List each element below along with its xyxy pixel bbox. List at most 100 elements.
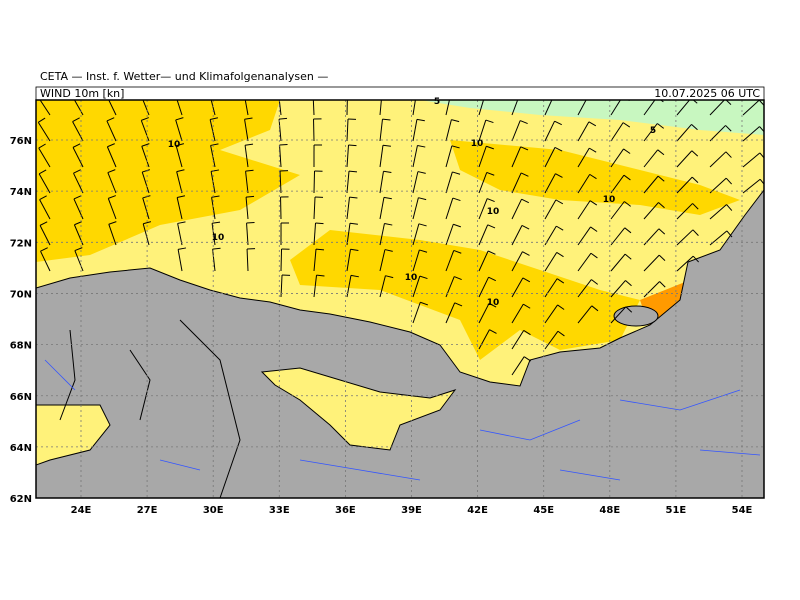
barb-staff <box>511 303 524 324</box>
barb-staff <box>412 119 418 142</box>
lat-label: 66N <box>10 392 32 403</box>
barb-staff <box>544 330 559 350</box>
barb-staff <box>577 252 592 272</box>
barb-flag <box>487 198 495 203</box>
contour-label: 10 <box>603 195 616 205</box>
barb-staff <box>280 248 283 272</box>
wind-barbs <box>37 100 764 376</box>
barb-flag <box>350 248 359 252</box>
barb-staff <box>511 198 523 220</box>
barb-flag <box>348 170 358 173</box>
barb-flag <box>624 253 632 260</box>
barb-staff <box>511 225 523 246</box>
barb-staff <box>246 223 249 246</box>
barb-flag <box>554 120 562 126</box>
barb-flag <box>520 120 528 125</box>
barb-flag <box>452 171 461 175</box>
lat-label: 70N <box>10 289 32 300</box>
barb-staff <box>210 100 216 116</box>
barb-flag <box>590 252 598 259</box>
barb-flag <box>38 117 46 123</box>
barb-staff <box>742 178 761 194</box>
barb-flag <box>72 117 80 123</box>
barb-flag <box>557 330 565 337</box>
barb-flag <box>451 145 460 149</box>
barb-flag <box>178 247 187 250</box>
barb-staff <box>511 100 519 116</box>
barb-staff <box>577 100 587 116</box>
barb-flag <box>691 124 698 131</box>
barb-staff <box>379 223 385 246</box>
barb-staff <box>544 252 558 272</box>
barb-flag <box>657 149 665 156</box>
barb-flag <box>246 195 255 198</box>
barb-staff <box>177 249 183 272</box>
barb-flag <box>522 251 530 256</box>
barb-staff <box>142 223 150 246</box>
barb-staff <box>643 254 660 272</box>
barb-flag <box>420 301 429 306</box>
barb-staff <box>140 120 150 142</box>
barb-flag <box>419 249 428 253</box>
barb-flag <box>523 303 531 309</box>
barb-staff <box>141 171 150 194</box>
lon-label: 39E <box>401 505 422 516</box>
barb-staff <box>106 120 117 142</box>
barb-staff <box>676 229 694 246</box>
barb-staff <box>577 174 591 194</box>
lon-label: 24E <box>71 505 92 516</box>
barb-staff <box>676 176 693 194</box>
barb-flag <box>556 225 564 231</box>
barb-staff <box>141 146 150 168</box>
barb-staff <box>445 100 450 116</box>
barb-flag <box>417 144 426 148</box>
barb-flag <box>108 221 117 225</box>
barb-staff <box>244 119 249 142</box>
barb-flag <box>556 251 564 258</box>
barb-flag <box>211 169 220 172</box>
barb-flag <box>691 150 699 157</box>
barb-flag <box>176 143 185 147</box>
barb-flag <box>454 276 462 281</box>
barb-staff <box>577 305 593 324</box>
field-title: WIND 10m [kn] <box>40 87 124 100</box>
barb-flag <box>591 279 599 285</box>
barb-staff <box>106 146 117 168</box>
barb-flag <box>624 201 632 207</box>
barb-flag <box>590 226 598 232</box>
barb-flag <box>107 169 116 174</box>
barb-flag <box>658 228 666 235</box>
barb-flag <box>625 306 633 313</box>
barb-flag <box>383 170 392 174</box>
barb-flag <box>72 143 81 148</box>
barb-flag <box>487 250 496 255</box>
barb-staff <box>379 197 385 220</box>
barb-staff <box>211 197 216 220</box>
barb-staff <box>676 255 694 272</box>
barb-flag <box>349 222 358 225</box>
barb-flag <box>382 144 391 147</box>
lat-label: 72N <box>10 238 32 249</box>
wind-field-high <box>290 230 640 360</box>
barb-staff <box>40 250 51 272</box>
barb-flag <box>691 176 699 183</box>
barb-flag <box>452 197 461 202</box>
lat-label: 74N <box>10 187 32 198</box>
barb-flag <box>141 117 149 121</box>
barb-staff <box>478 329 490 350</box>
lon-label: 45E <box>533 505 554 516</box>
barb-staff <box>142 100 150 116</box>
barb-staff <box>279 145 282 168</box>
barb-staff <box>478 146 487 168</box>
white-sea <box>260 367 457 451</box>
barb-staff <box>511 330 525 350</box>
wind-field-high <box>36 100 300 262</box>
barb-staff <box>245 171 249 194</box>
barb-staff <box>643 149 659 168</box>
barb-staff <box>478 100 485 116</box>
lon-label: 42E <box>467 505 488 516</box>
barb-staff <box>544 120 556 142</box>
barb-staff <box>73 224 84 246</box>
lat-label: 62N <box>10 494 32 505</box>
barb-staff <box>278 100 282 116</box>
